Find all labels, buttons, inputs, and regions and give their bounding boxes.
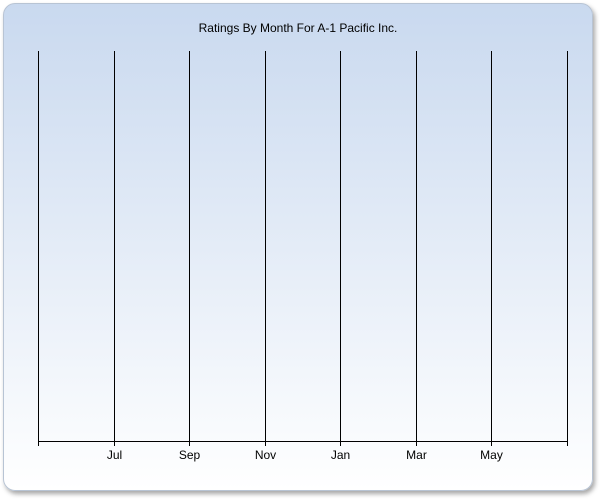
x-tick-label: Mar: [406, 448, 427, 462]
chart-panel: [3, 3, 593, 491]
x-tick-label: Jan: [331, 448, 350, 462]
chart-title: Ratings By Month For A-1 Pacific Inc.: [199, 21, 398, 35]
x-tick-label: May: [480, 448, 503, 462]
x-tick-label: Jul: [107, 448, 122, 462]
x-tick-label: Sep: [179, 448, 201, 462]
x-tick-label: Nov: [255, 448, 276, 462]
